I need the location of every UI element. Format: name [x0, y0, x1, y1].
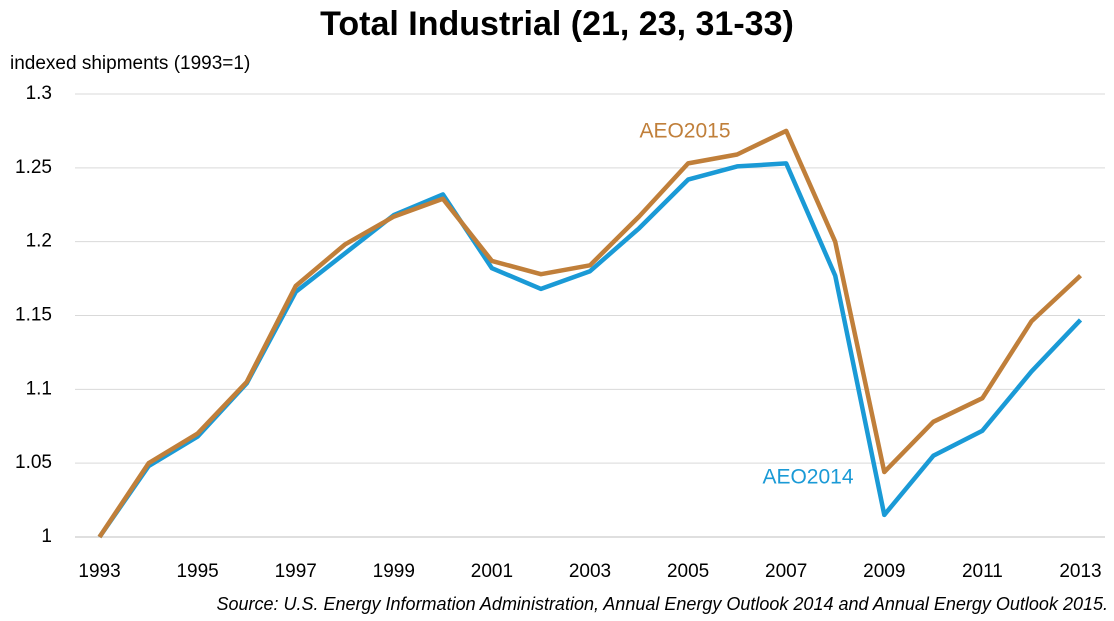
y-axis-label: indexed shipments (1993=1): [10, 53, 250, 74]
series-label: AEO2014: [762, 466, 853, 489]
x-tick-label: 2009: [863, 561, 905, 582]
x-tick-label: 1999: [373, 561, 415, 582]
y-tick-label: 1: [41, 526, 52, 547]
x-tick-label: 2011: [962, 561, 1003, 582]
y-tick-label: 1.1: [26, 378, 52, 399]
y-tick-label: 1.2: [26, 231, 52, 252]
x-tick-label: 1997: [275, 561, 317, 582]
y-tick-label: 1.15: [15, 305, 52, 326]
x-tick-label: 2013: [1059, 561, 1101, 582]
series-line: [97, 128, 1083, 539]
y-tick-label: 1.3: [26, 83, 52, 104]
x-tick-label: 2001: [471, 561, 513, 582]
source-note: Source: U.S. Energy Information Administ…: [216, 594, 1108, 614]
series-line: [97, 161, 1083, 539]
x-tick-label: 2003: [569, 561, 611, 582]
series-label: AEO2015: [639, 120, 730, 143]
chart-title: Total Industrial (21, 23, 31-33): [320, 5, 794, 43]
y-tick-label: 1.05: [15, 452, 52, 473]
x-tick-label: 1995: [176, 561, 218, 582]
y-tick-label: 1.25: [15, 157, 52, 178]
x-tick-label: 2007: [765, 561, 807, 582]
x-tick-label: 2005: [667, 561, 709, 582]
x-tick-label: 1993: [78, 561, 120, 582]
